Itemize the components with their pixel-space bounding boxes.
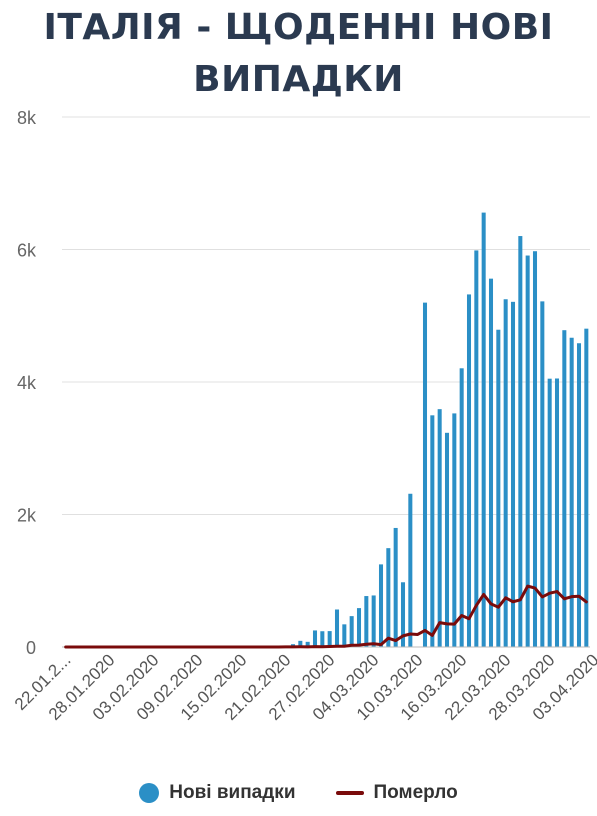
legend-line-icon xyxy=(335,791,364,795)
bar xyxy=(400,582,406,647)
y-tick-label: 0 xyxy=(26,638,36,658)
bar xyxy=(298,640,303,647)
bar xyxy=(422,302,428,647)
bar xyxy=(518,236,523,647)
bar xyxy=(312,630,318,647)
bar xyxy=(430,415,435,647)
bar xyxy=(371,595,376,647)
bar xyxy=(364,596,369,647)
bar xyxy=(356,608,362,647)
bar xyxy=(334,609,340,647)
bar xyxy=(474,250,479,648)
y-tick-label: 4k xyxy=(17,373,37,393)
bar xyxy=(503,299,508,647)
bar xyxy=(554,378,560,647)
bar xyxy=(584,328,589,647)
bar xyxy=(576,343,582,647)
bar xyxy=(408,493,413,647)
bar xyxy=(305,641,310,647)
legend-dot-icon xyxy=(139,783,160,803)
legend-item-deaths[interactable]: Померло xyxy=(335,782,458,804)
bar xyxy=(562,330,567,647)
bar xyxy=(320,631,325,647)
bar xyxy=(525,255,530,647)
legend: Нові випадки Померло xyxy=(0,782,597,804)
bar xyxy=(444,432,450,647)
bar xyxy=(459,368,464,647)
bar xyxy=(540,301,545,647)
bar xyxy=(496,329,501,647)
y-tick-label: 6k xyxy=(17,241,37,261)
bar xyxy=(481,212,486,647)
bar xyxy=(532,251,538,647)
bar xyxy=(488,278,494,647)
chart-title: ІТАЛІЯ - ЩОДЕННІ НОВІ ВИПАДКИ xyxy=(0,2,597,106)
legend-label-deaths: Померло xyxy=(373,782,458,803)
deaths-line xyxy=(64,584,588,649)
bar xyxy=(437,409,442,647)
legend-item-new-cases[interactable]: Нові випадки xyxy=(139,782,296,804)
chart-title-line-2: ВИПАДКИ xyxy=(193,59,404,100)
bar xyxy=(327,631,332,647)
bar xyxy=(349,616,354,647)
bar xyxy=(378,564,384,647)
bar xyxy=(510,301,516,647)
bar xyxy=(342,624,347,647)
chart-area: 02k4k6k8k22.01.2...28.01.202003.02.20200… xyxy=(11,108,597,724)
bar xyxy=(452,413,457,647)
y-tick-label: 2k xyxy=(17,506,37,526)
bar xyxy=(547,378,552,647)
bar xyxy=(393,527,398,647)
bar xyxy=(569,337,574,647)
y-tick-label: 8k xyxy=(17,108,37,128)
bar xyxy=(466,294,472,647)
legend-label-new-cases: Нові випадки xyxy=(169,782,296,803)
chart-title-line-1: ІТАЛІЯ - ЩОДЕННІ НОВІ xyxy=(43,7,554,48)
bar xyxy=(386,548,391,647)
